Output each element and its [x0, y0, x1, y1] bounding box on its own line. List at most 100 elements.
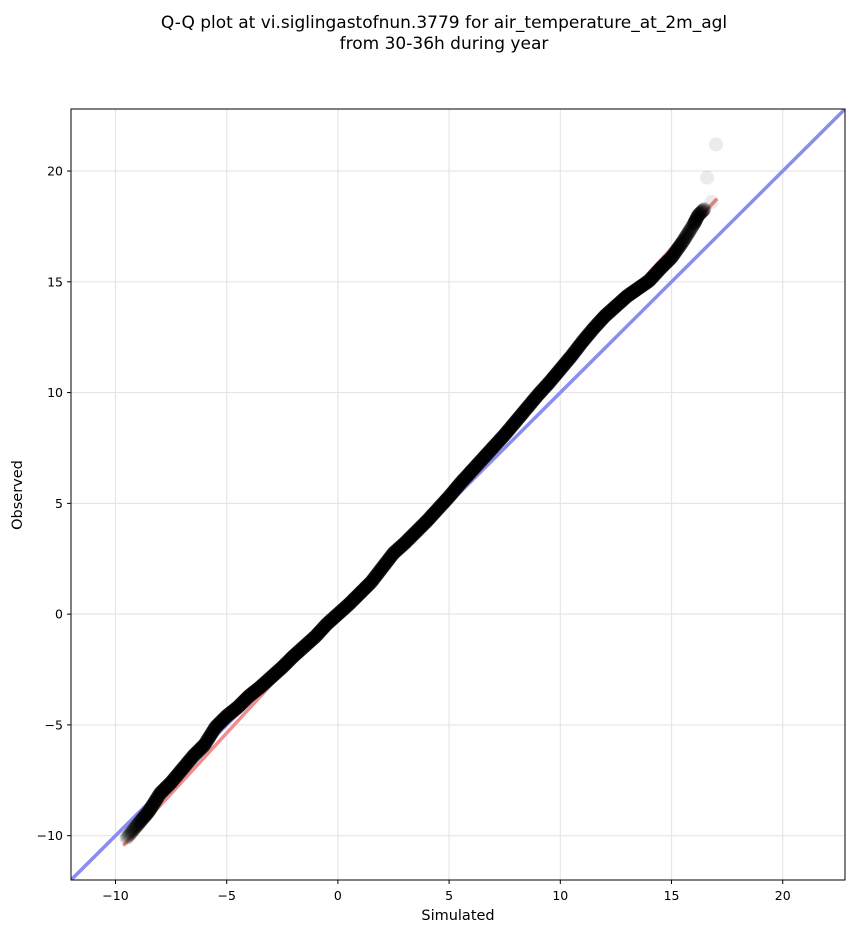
qq-point	[158, 781, 173, 796]
qq-point	[432, 499, 447, 514]
qq-point	[555, 360, 570, 375]
qq-point	[209, 719, 224, 734]
qq-point	[576, 333, 591, 348]
qq-point	[224, 705, 239, 720]
qq-point	[282, 652, 297, 667]
qq-point	[344, 594, 359, 609]
qq-point	[319, 617, 334, 632]
qq-point	[525, 394, 540, 409]
qq-point	[412, 521, 427, 536]
data-points	[119, 137, 723, 845]
qq-point	[268, 666, 283, 681]
qq-point	[443, 488, 458, 503]
qq-point	[613, 295, 628, 310]
qq-point	[505, 418, 520, 433]
qq-point	[280, 654, 295, 669]
qq-point	[510, 412, 525, 427]
qq-point	[387, 545, 402, 560]
qq-point	[234, 696, 249, 711]
qq-point	[451, 478, 466, 493]
qq-point	[189, 746, 204, 761]
qq-point	[571, 339, 586, 354]
qq-point	[389, 543, 404, 558]
qq-point	[509, 413, 524, 428]
qq-point	[383, 549, 398, 564]
qq-point	[491, 434, 506, 449]
qq-point	[636, 277, 651, 292]
qq-point	[681, 226, 696, 241]
qq-point	[332, 605, 347, 620]
qq-point	[689, 211, 704, 226]
qq-point	[529, 390, 544, 405]
qq-point	[569, 343, 584, 358]
qq-point	[142, 802, 157, 817]
qq-point	[147, 795, 162, 810]
qq-point	[342, 596, 357, 611]
qq-point	[211, 717, 226, 732]
qq-point	[362, 576, 377, 591]
qq-point	[607, 300, 622, 315]
qq-point	[512, 409, 527, 424]
qq-point	[385, 547, 400, 562]
qq-point	[429, 503, 444, 518]
qq-point	[173, 764, 188, 779]
qq-point	[205, 724, 220, 739]
qq-point	[277, 658, 292, 673]
qq-point	[531, 386, 546, 401]
qq-point	[245, 686, 260, 701]
qq-point	[352, 587, 367, 602]
qq-point	[392, 540, 407, 555]
qq-point	[266, 668, 281, 683]
qq-point	[417, 516, 432, 531]
qq-point	[546, 370, 561, 385]
qq-point	[377, 558, 392, 573]
qq-point	[174, 763, 189, 778]
qq-point	[695, 203, 710, 218]
qq-point	[635, 278, 650, 293]
qq-point	[232, 698, 247, 713]
qq-point	[595, 311, 610, 326]
qq-point	[587, 320, 602, 335]
qq-point	[355, 583, 370, 598]
qq-point	[148, 793, 163, 808]
qq-point	[305, 631, 320, 646]
qq-point	[223, 706, 238, 721]
qq-point	[687, 214, 702, 229]
y-axis-ticks: −10 −5 0 5 10 15 20	[37, 164, 71, 843]
qq-point	[358, 580, 373, 595]
qq-point	[441, 490, 456, 505]
qq-point	[126, 823, 141, 838]
qq-point	[294, 641, 309, 656]
qq-point	[256, 676, 271, 691]
qq-point	[449, 480, 464, 495]
qq-point	[604, 303, 619, 318]
qq-point	[561, 352, 576, 367]
qq-point	[194, 740, 209, 755]
qq-point	[427, 505, 442, 520]
qq-point	[421, 512, 436, 527]
qq-point	[423, 510, 438, 525]
qq-point	[598, 308, 613, 323]
qq-point	[665, 249, 680, 264]
qq-point	[428, 504, 443, 519]
qq-point	[544, 373, 559, 388]
qq-point	[334, 603, 349, 618]
qq-point	[601, 305, 616, 320]
qq-point	[570, 340, 585, 355]
qq-point	[460, 468, 475, 483]
x-tick-label: 20	[775, 888, 791, 903]
qq-point	[539, 378, 554, 393]
qq-point	[612, 295, 627, 310]
qq-point	[348, 590, 363, 605]
qq-point	[619, 290, 634, 305]
qq-point	[218, 709, 233, 724]
qq-point	[549, 366, 564, 381]
qq-point	[689, 212, 704, 227]
qq-point	[239, 691, 254, 706]
qq-point	[299, 637, 314, 652]
qq-point	[398, 535, 413, 550]
qq-point	[464, 464, 479, 479]
qq-point	[692, 207, 707, 222]
qq-point	[312, 625, 327, 640]
